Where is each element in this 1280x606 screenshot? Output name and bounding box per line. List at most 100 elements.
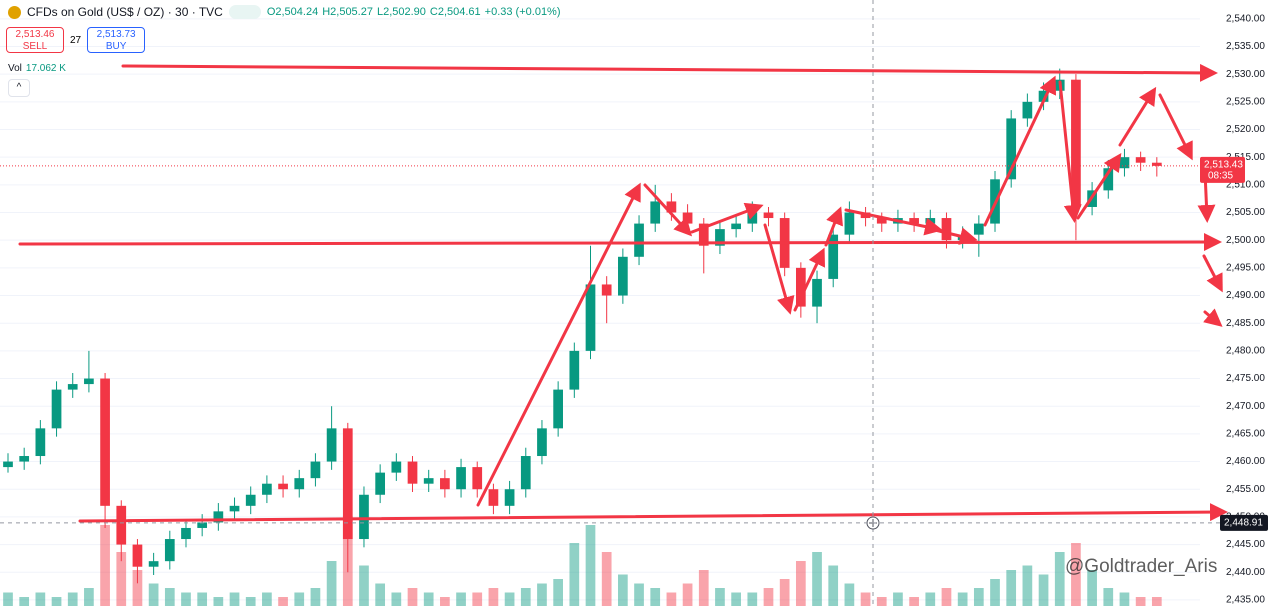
candle-body: [504, 489, 515, 506]
candle-body: [164, 539, 175, 562]
volume-bar: [504, 592, 515, 606]
volume-bar: [245, 597, 256, 606]
price-tag-label: 2,513.43: [1204, 160, 1243, 171]
candle-body: [407, 461, 418, 484]
candle-body: [229, 505, 240, 512]
crosshair-tag: [1220, 514, 1268, 531]
volume-bar: [634, 583, 644, 606]
annotation-arrow: [793, 247, 825, 312]
candle-body: [294, 478, 305, 490]
volume-bar: [407, 588, 418, 606]
annotation-arrow: [983, 75, 1057, 227]
volume-bar: [1151, 597, 1162, 606]
annotation-arrow: [1076, 153, 1122, 220]
y-tick-label: 2,440.00: [1226, 567, 1265, 578]
symbol-logo: [8, 5, 21, 19]
volume-bar: [359, 565, 369, 606]
candle-body: [844, 212, 855, 235]
y-tick-label: 2,485.00: [1226, 318, 1265, 329]
volume-legend: Vol 17.062 K: [8, 63, 66, 74]
crosshair-tag-label: 2,448.91: [1224, 518, 1263, 529]
candle-body: [682, 212, 693, 224]
volume-bar: [844, 583, 855, 606]
volume-bar: [213, 597, 224, 606]
volume-bar: [812, 552, 822, 606]
volume-bar: [1135, 597, 1146, 606]
candle-body: [1038, 90, 1049, 102]
candle-body: [812, 278, 822, 307]
y-tick-label: 2,490.00: [1226, 290, 1265, 301]
price-tag: [1200, 156, 1245, 183]
collapse-button[interactable]: ^: [8, 79, 30, 97]
y-tick-label: 2,505.00: [1226, 207, 1265, 218]
volume-bar: [197, 592, 208, 606]
volume-bar: [132, 570, 143, 606]
volume-bar: [828, 565, 839, 606]
candle-body: [310, 461, 321, 479]
volume-bar: [1087, 570, 1097, 606]
candle-body: [569, 350, 580, 390]
candle-body: [715, 229, 725, 246]
volume-bar: [148, 583, 159, 606]
volume-bar: [585, 525, 596, 606]
candle-body: [585, 284, 596, 351]
candle-body: [1135, 157, 1146, 163]
annotation-arrow: [1058, 80, 1082, 223]
candle-body: [941, 218, 952, 241]
volume-bar: [67, 592, 78, 606]
candle-body: [1119, 157, 1130, 169]
buy-button[interactable]: 2,513.73 BUY: [87, 27, 146, 53]
candle-body: [423, 478, 434, 484]
volume-bar: [553, 579, 563, 606]
volume-bar: [779, 579, 790, 606]
candle-body: [181, 527, 191, 540]
volume-label: Vol: [8, 63, 22, 74]
volume-bar: [925, 592, 936, 606]
y-tick-label: 2,510.00: [1226, 179, 1265, 190]
candle-body: [391, 461, 402, 473]
volume-bar: [682, 583, 693, 606]
volume-bar: [893, 592, 903, 606]
candle-body: [537, 428, 547, 457]
candle-body: [375, 472, 386, 495]
ohlc-open: O2,504.24: [266, 6, 319, 18]
ohlc-close: C2,504.61: [429, 6, 481, 18]
spread: 27: [70, 34, 82, 46]
y-tick-label: 2,480.00: [1226, 346, 1265, 357]
volume-bar: [763, 588, 774, 606]
annotation-line: [78, 503, 1228, 523]
annotation-arrow: [1203, 308, 1223, 327]
volume-bar: [51, 597, 62, 606]
volume-bar: [440, 597, 450, 606]
annotation-arrow: [476, 182, 641, 507]
volume-bar: [860, 592, 871, 606]
volume-bar: [488, 588, 499, 606]
volume-bar: [84, 588, 94, 606]
candle-body: [747, 212, 758, 224]
volume-bar: [618, 574, 628, 606]
volume-bar: [391, 592, 402, 606]
sell-label: SELL: [22, 41, 48, 52]
y-tick-label: 2,435.00: [1226, 595, 1265, 606]
candle-body: [876, 218, 887, 224]
annotation-arrow: [933, 227, 978, 245]
y-tick-label: 2,455.00: [1226, 484, 1265, 495]
y-tick-label: 2,535.00: [1226, 41, 1265, 52]
annotation-line: [121, 63, 1218, 82]
volume-bar: [650, 588, 661, 606]
y-tick-label: 2,495.00: [1226, 262, 1265, 273]
annotation-line: [18, 233, 1222, 252]
buy-label: BUY: [105, 41, 127, 52]
sell-button[interactable]: 2,513.46 SELL: [6, 27, 64, 53]
candle-body: [488, 489, 499, 506]
y-tick-label: 2,460.00: [1226, 456, 1265, 467]
volume-bar: [456, 592, 466, 606]
price-tag-countdown: 08:35: [1208, 171, 1233, 182]
annotation-arrow: [763, 223, 795, 315]
candle-body: [440, 478, 450, 490]
status-badge[interactable]: [228, 5, 261, 19]
candle-body: [19, 456, 30, 462]
legend: CFDs on Gold (US$ / OZ) · 30 · TVC O2,50…: [8, 5, 565, 19]
candle-body: [909, 218, 919, 224]
candle-body: [618, 256, 628, 296]
